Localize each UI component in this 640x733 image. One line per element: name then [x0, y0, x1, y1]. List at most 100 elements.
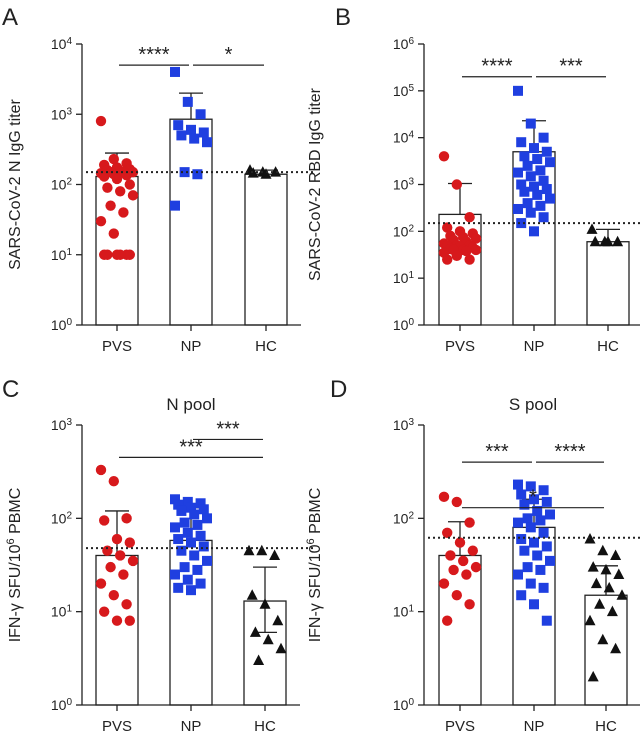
significance-label: * — [529, 487, 537, 509]
point-pvs — [102, 249, 113, 260]
point-pvs — [451, 250, 462, 262]
point-pvs — [99, 515, 110, 526]
panel-b: B SARS-CoV-2 RBD IgG titer 100 101 102 103 104… — [307, 4, 640, 355]
x-tick-label-np: NP — [524, 338, 545, 355]
point-np — [545, 555, 555, 566]
point-np — [513, 517, 523, 528]
point-pvs — [108, 153, 120, 165]
point-pvs — [105, 561, 116, 573]
point-np — [195, 578, 206, 589]
y-tick-label: 103 — [51, 106, 73, 123]
point-hc — [269, 549, 281, 560]
point-hc — [272, 614, 284, 626]
point-np — [519, 151, 530, 162]
point-hc — [606, 605, 618, 617]
point-np — [179, 167, 190, 178]
y-tick-label: 101 — [51, 603, 73, 620]
point-np — [525, 578, 536, 589]
panel-a: A SARS-CoV-2 N IgG titer 100 101 102 103 104 PV… — [2, 4, 316, 355]
point-pvs — [451, 590, 462, 601]
point-hc — [586, 223, 598, 234]
point-hc — [603, 581, 615, 593]
point-np — [173, 582, 184, 593]
point-hc — [612, 235, 624, 247]
point-np — [529, 599, 539, 610]
point-hc — [610, 549, 622, 560]
point-np — [513, 569, 523, 580]
point-np — [525, 118, 536, 129]
point-pvs — [118, 569, 129, 580]
point-np — [195, 498, 206, 509]
point-np — [182, 96, 193, 107]
y-axis-title: SARS-CoV-2 N IgG titer — [7, 98, 24, 269]
point-hc — [600, 563, 612, 575]
x-tick-label-hc: HC — [595, 718, 617, 733]
point-pvs — [461, 245, 472, 257]
point-np — [516, 534, 527, 545]
y-tick-label: 102 — [393, 223, 415, 240]
point-pvs — [111, 615, 123, 626]
point-pvs — [95, 578, 107, 589]
point-pvs — [470, 561, 482, 573]
point-np — [535, 165, 546, 176]
point-np — [170, 569, 180, 580]
point-np — [198, 504, 209, 515]
point-np — [186, 537, 196, 548]
significance-label: *** — [216, 418, 240, 440]
bar-hc — [586, 241, 630, 326]
point-np — [189, 133, 200, 144]
panel-subtitle: N pool — [166, 395, 215, 414]
point-pvs — [438, 491, 450, 503]
point-np — [182, 527, 193, 538]
point-pvs — [454, 537, 466, 548]
point-np — [541, 496, 552, 507]
point-hc — [613, 568, 625, 580]
point-np — [529, 494, 539, 505]
x-tick-label-np: NP — [181, 718, 202, 733]
point-np — [538, 582, 549, 593]
point-pvs — [467, 545, 478, 556]
point-pvs — [442, 222, 453, 233]
point-hc — [587, 561, 599, 572]
significance-label: *** — [485, 441, 509, 463]
point-np — [513, 479, 523, 490]
point-pvs — [99, 171, 110, 182]
point-np — [513, 167, 523, 178]
bar-pvs — [438, 554, 482, 706]
bar-hc — [244, 173, 288, 326]
point-pvs — [124, 615, 135, 626]
point-np — [202, 555, 212, 566]
point-hc — [602, 235, 614, 247]
point-hc — [616, 589, 628, 600]
point-np — [529, 143, 539, 154]
point-pvs — [111, 533, 123, 545]
bar-np — [169, 539, 213, 706]
point-np — [195, 530, 206, 541]
point-hc — [610, 642, 622, 654]
y-axis-title: IFN-γ SFU/106 PBMC — [5, 488, 24, 643]
point-np — [202, 513, 212, 524]
point-np — [179, 517, 190, 528]
point-pvs — [464, 212, 475, 223]
point-np — [522, 513, 533, 524]
point-np — [198, 541, 209, 552]
point-pvs — [95, 216, 107, 227]
x-tick-label-hc: HC — [254, 718, 276, 733]
point-np — [170, 494, 180, 505]
point-pvs — [451, 496, 462, 508]
point-pvs — [108, 228, 120, 239]
point-np — [541, 541, 552, 552]
point-pvs — [108, 475, 120, 487]
point-hc — [256, 544, 268, 556]
y-tick-label: 105 — [393, 82, 415, 99]
point-pvs — [121, 170, 132, 181]
point-np — [173, 499, 184, 510]
significance-label: *** — [559, 56, 583, 78]
point-pvs — [470, 233, 482, 244]
point-np — [170, 200, 180, 211]
point-pvs — [470, 244, 482, 256]
point-pvs — [102, 545, 113, 556]
point-np — [516, 218, 527, 229]
point-hc — [597, 633, 609, 645]
